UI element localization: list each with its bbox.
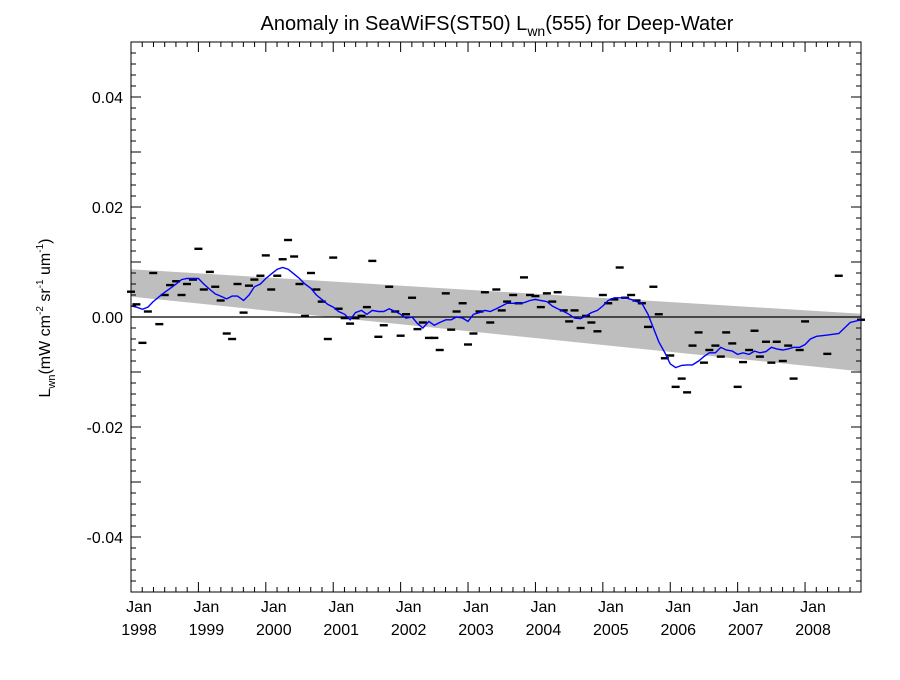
- y-tick-label: 0.00: [92, 310, 123, 327]
- y-tick-label: 0.02: [92, 200, 123, 217]
- x-tick-label-month: Jan: [665, 599, 691, 616]
- trend-band: [131, 269, 861, 372]
- x-tick-label-month: Jan: [463, 599, 489, 616]
- y-tick-label: 0.04: [92, 90, 123, 107]
- x-tick-label-year: 1999: [189, 622, 225, 639]
- y-axis-label: Lwn(mW cm-2 sr-1 um-1): [35, 239, 58, 398]
- x-tick-label-year: 2008: [795, 622, 831, 639]
- x-tick-label-month: Jan: [733, 599, 759, 616]
- x-tick-label-year: 2001: [323, 622, 359, 639]
- y-tick-label: -0.04: [87, 530, 124, 547]
- x-tick-label-year: 2005: [593, 622, 629, 639]
- chart-title: Anomaly in SeaWiFS(ST50) Lwn(555) for De…: [261, 13, 734, 39]
- x-tick-label-year: 2006: [660, 622, 696, 639]
- x-tick-label-month: Jan: [598, 599, 624, 616]
- y-tick-label: -0.02: [87, 420, 124, 437]
- x-tick-label-month: Jan: [328, 599, 354, 616]
- smoothed-line: [130, 266, 862, 369]
- x-tick-label-month: Jan: [396, 599, 422, 616]
- x-tick-label-month: Jan: [126, 599, 152, 616]
- x-tick-label-month: Jan: [531, 599, 557, 616]
- x-tick-label-month: Jan: [800, 599, 826, 616]
- x-tick-label-year: 2002: [391, 622, 427, 639]
- x-tick-label-year: 2004: [526, 622, 562, 639]
- x-tick-label-month: Jan: [194, 599, 220, 616]
- x-tick-label-year: 2003: [458, 622, 494, 639]
- x-tick-label-year: 2000: [256, 622, 292, 639]
- plot-area: -0.04 -0.02 0.00 0.02 0.04 Jan 1998 Jan 1999 Jan 2…: [87, 41, 865, 639]
- x-tick-label-year: 1998: [121, 622, 157, 639]
- x-tick-label-year: 2007: [728, 622, 764, 639]
- x-tick-label-month: Jan: [261, 599, 287, 616]
